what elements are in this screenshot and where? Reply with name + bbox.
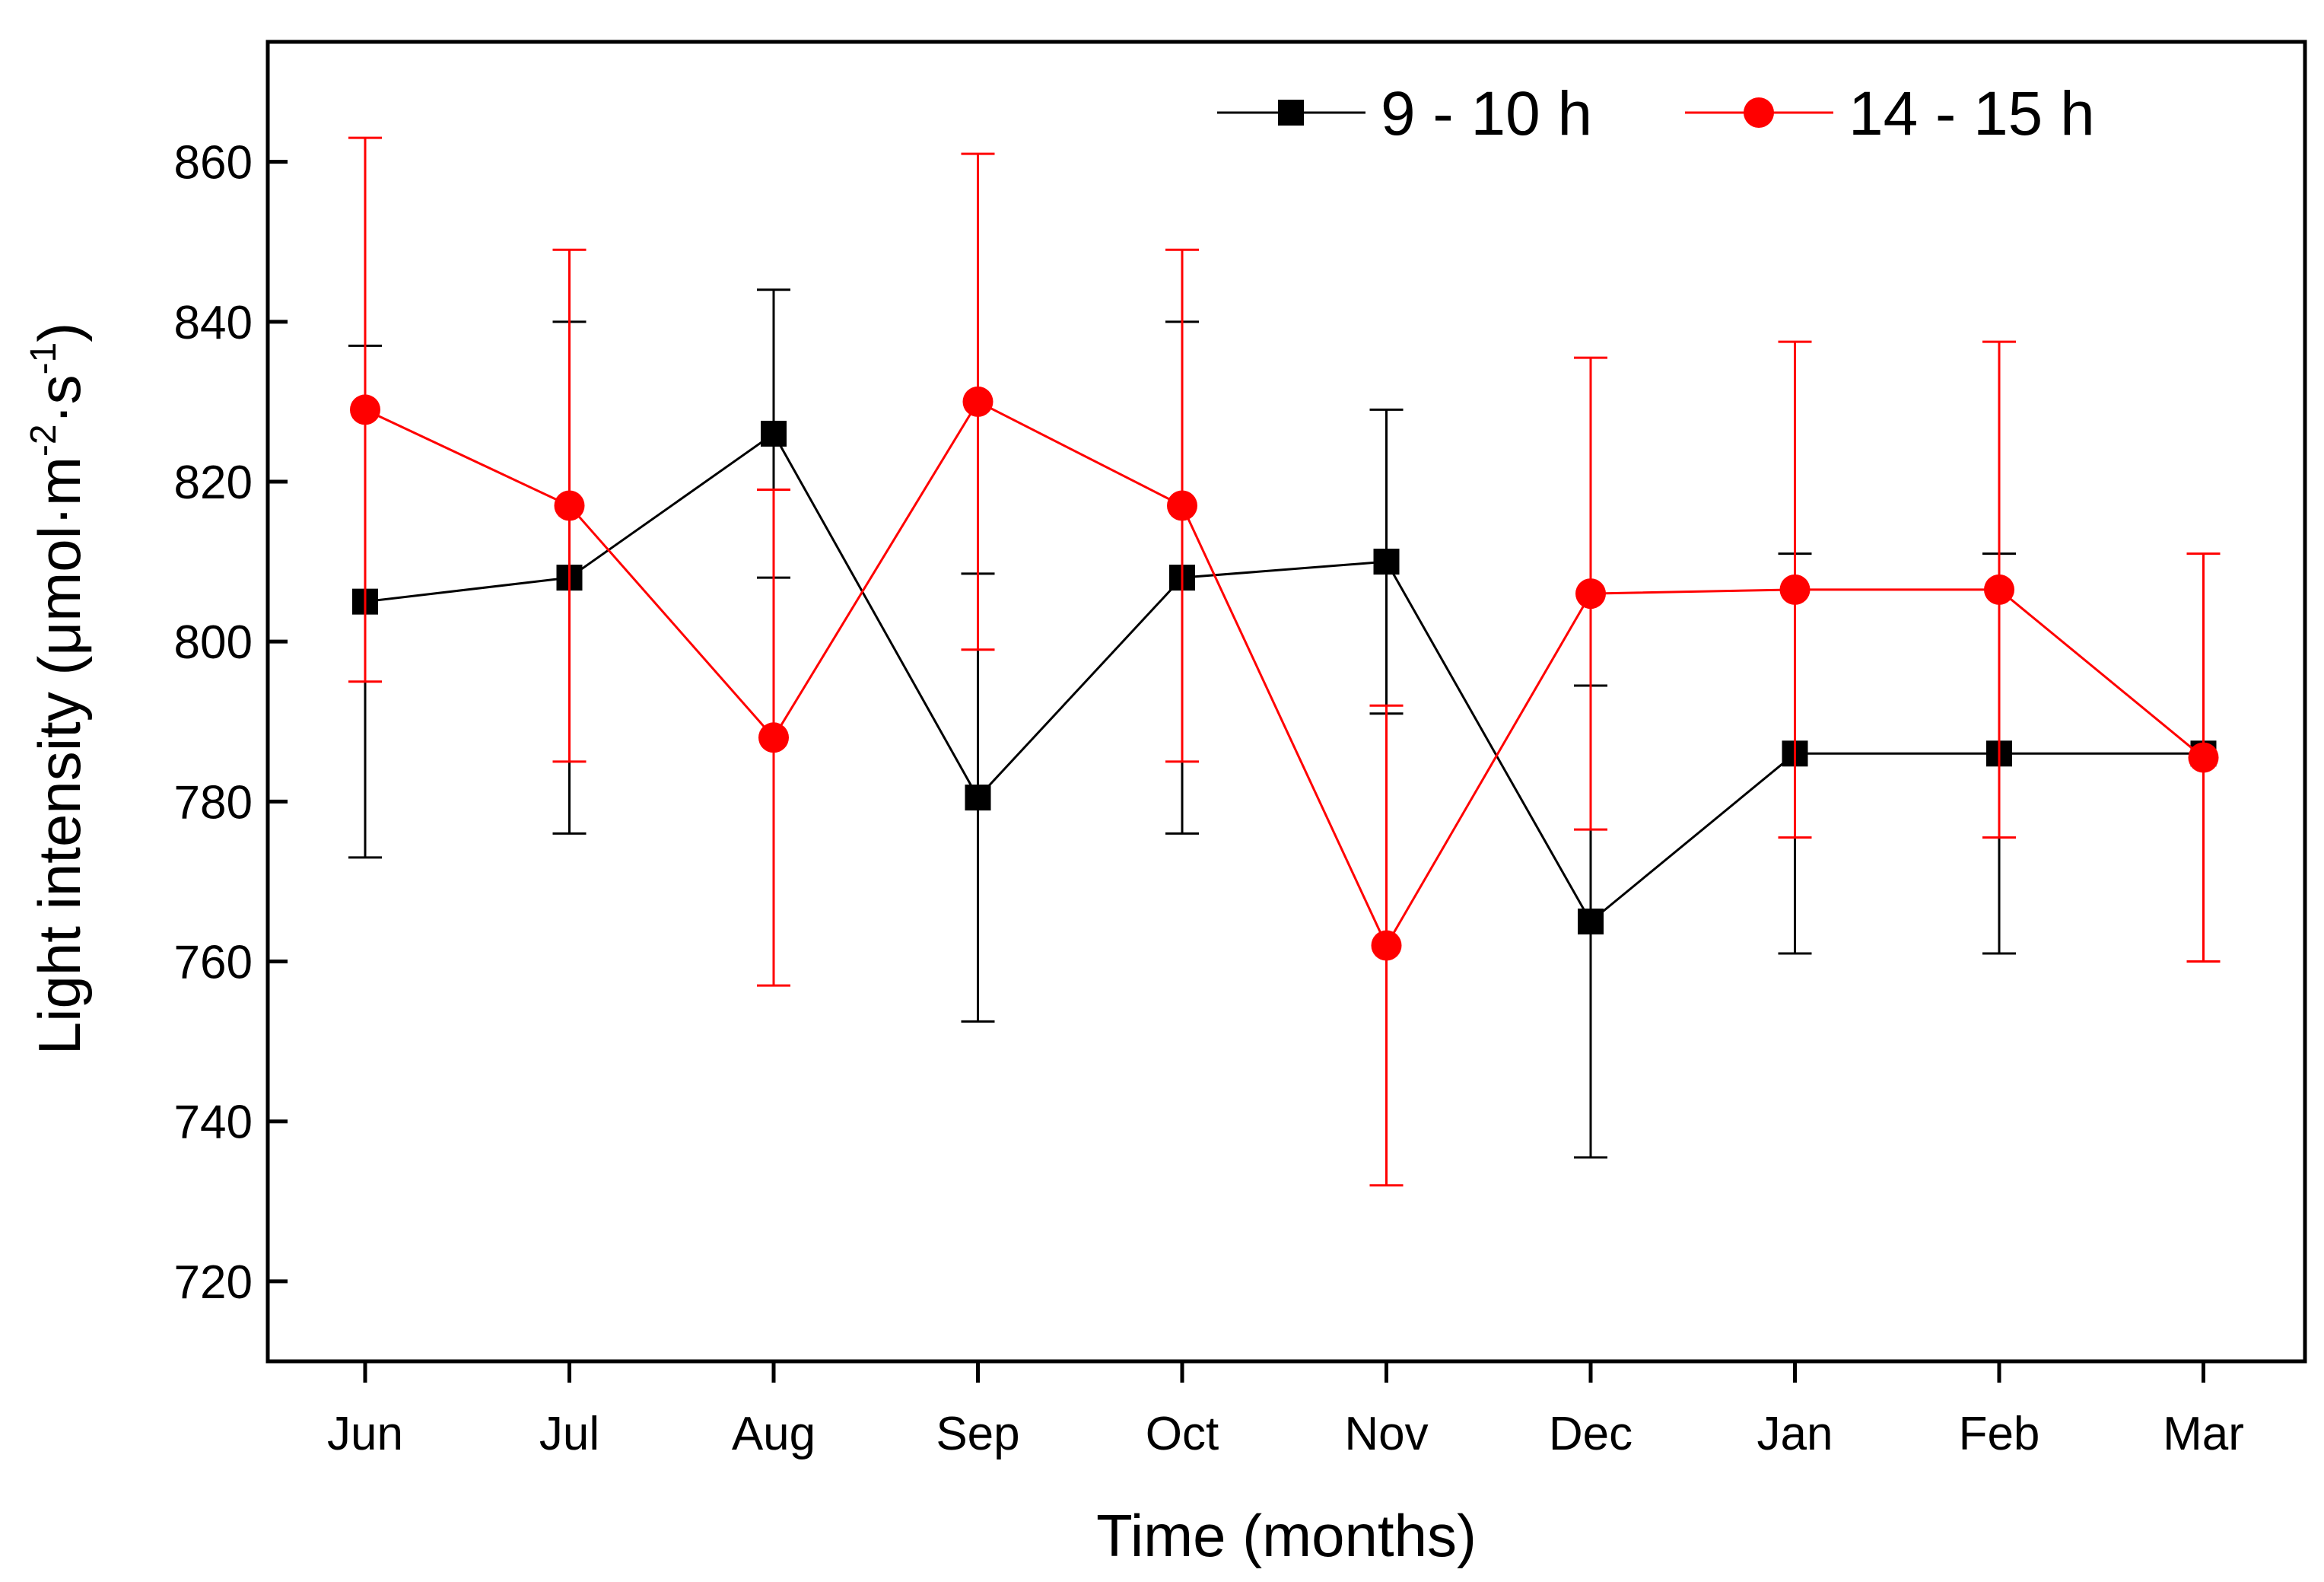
- x-tick-label: Dec: [1549, 1408, 1633, 1460]
- x-tick-label: Nov: [1344, 1408, 1428, 1460]
- series-line: [364, 399, 2205, 948]
- y-tick-label: 720: [174, 1256, 253, 1309]
- x-tick-label: Feb: [1959, 1408, 2040, 1460]
- data-point: [761, 420, 787, 447]
- y-tick-label: 780: [174, 776, 253, 829]
- data-point: [1578, 909, 1604, 934]
- y-axis-title-mid: ·s: [26, 374, 93, 424]
- y-tick-label: 800: [174, 616, 253, 669]
- y-tick-label: 860: [174, 137, 253, 189]
- x-tick-label: Aug: [732, 1408, 815, 1460]
- data-point: [758, 722, 789, 753]
- y-axis-title-exponent-2: -1: [24, 342, 64, 375]
- data-point: [1167, 490, 1197, 521]
- series-2: [348, 136, 2221, 1187]
- data-point: [1373, 549, 1400, 575]
- x-tick-label: Jul: [539, 1408, 599, 1460]
- y-axis: 720 740 760 780 800 820 840 860: [174, 137, 288, 1309]
- data-point: [962, 386, 994, 417]
- data-point: [1371, 930, 1402, 961]
- y-axis-title: Light intensity (μmol·m-2·s-1): [24, 323, 93, 1055]
- data-point: [1779, 574, 1811, 605]
- x-axis: Jun Jul Aug Sep Oct Nov Dec Jan Feb Mar: [327, 1361, 2244, 1460]
- x-tick-label: Jan: [1757, 1408, 1833, 1460]
- y-axis-title-main: Light intensity (μmol·m: [26, 457, 93, 1055]
- y-tick-label: 840: [174, 297, 253, 349]
- data-point: [1575, 578, 1606, 610]
- x-axis-title: Time (months): [1096, 1502, 1477, 1569]
- data-point: [965, 785, 991, 811]
- y-tick-label: 760: [174, 937, 253, 989]
- data-point: [554, 490, 585, 521]
- data-point: [2188, 742, 2219, 773]
- y-axis-title-exponent-1: -2: [24, 424, 64, 457]
- data-point: [1984, 574, 2014, 605]
- legend-label: 14 - 15 h: [1849, 79, 2095, 148]
- x-tick-label: Oct: [1146, 1408, 1219, 1460]
- x-tick-label: Mar: [2163, 1408, 2244, 1460]
- y-tick-label: 740: [174, 1097, 253, 1149]
- legend-marker: [1278, 100, 1304, 126]
- series-line: [364, 431, 2204, 924]
- legend: 9 - 10 h 14 - 15 h: [1217, 79, 2095, 148]
- series-layer: [348, 136, 2221, 1187]
- legend-marker: [1744, 97, 1774, 128]
- data-point: [350, 394, 380, 425]
- x-tick-label: Sep: [936, 1408, 1019, 1460]
- legend-item: 14 - 15 h: [1685, 79, 2095, 148]
- legend-label: 9 - 10 h: [1381, 79, 1592, 148]
- plot-frame: [265, 40, 2307, 1364]
- y-tick-label: 820: [174, 457, 253, 509]
- legend-item: 9 - 10 h: [1217, 79, 1592, 148]
- x-tick-label: Jun: [327, 1408, 403, 1460]
- y-axis-title-end: ): [26, 323, 93, 342]
